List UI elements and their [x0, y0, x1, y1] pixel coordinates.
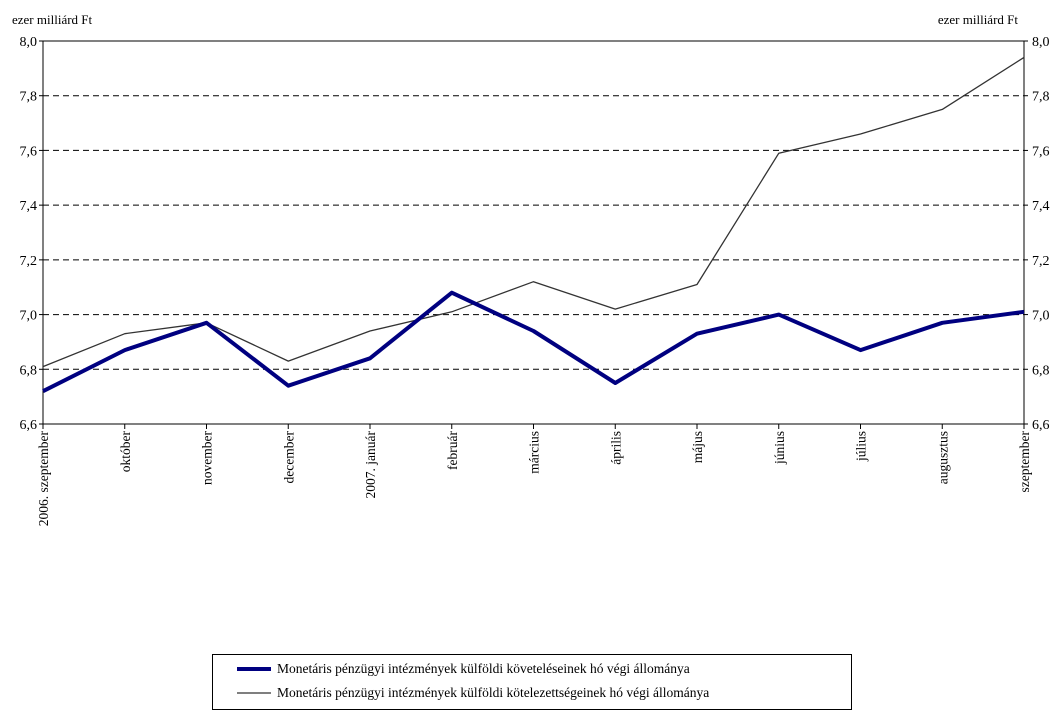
y-tick-label-right: 6,8 — [1032, 363, 1050, 378]
y-tick-label-left: 7,0 — [20, 309, 38, 324]
x-tick-label: március — [527, 431, 542, 474]
y-tick-label-left: 7,2 — [20, 254, 38, 269]
chart-legend: Monetáris pénzügyi intézmények külföldi … — [212, 654, 852, 710]
y-tick-label-right: 7,8 — [1032, 90, 1050, 105]
x-tick-label: szeptember — [1017, 430, 1032, 492]
y-tick-label-left: 8,0 — [20, 35, 38, 50]
x-tick-label: április — [608, 431, 623, 465]
y-tick-label-left: 6,6 — [20, 418, 38, 433]
x-tick-label: június — [772, 431, 787, 465]
y-tick-label-right: 6,6 — [1032, 418, 1050, 433]
y-axis-left-unit-label: ezer milliárd Ft — [12, 12, 93, 27]
legend-item-receivables: Monetáris pénzügyi intézmények külföldi … — [213, 657, 851, 681]
y-tick-label-right: 8,0 — [1032, 35, 1050, 50]
legend-label-liabilities: Monetáris pénzügyi intézmények külföldi … — [277, 685, 710, 700]
x-tick-label: november — [200, 430, 215, 484]
y-tick-label-left: 7,4 — [20, 199, 38, 214]
y-tick-label-left: 6,8 — [20, 363, 38, 378]
x-tick-label: 2006. szeptember — [36, 430, 51, 526]
y-axis-right-unit-label: ezer milliárd Ft — [937, 12, 1018, 27]
y-tick-label-right: 7,4 — [1032, 199, 1050, 214]
y-tick-label-right: 7,2 — [1032, 254, 1050, 269]
series-line-liabilities — [42, 56, 1025, 368]
x-tick-label: augusztus — [935, 431, 950, 484]
x-tick-label: 2007. január — [363, 430, 378, 498]
y-tick-label-left: 7,8 — [20, 90, 38, 105]
y-tick-label-left: 7,6 — [20, 144, 38, 159]
x-tick-label: október — [118, 431, 133, 473]
legend-item-liabilities: Monetáris pénzügyi intézmények külföldi … — [213, 681, 851, 705]
series-line-receivables — [42, 290, 1025, 393]
legend-swatch-receivables — [237, 667, 271, 671]
x-tick-label: február — [445, 431, 460, 470]
x-tick-label: május — [690, 431, 705, 463]
y-tick-label-right: 7,6 — [1032, 144, 1050, 159]
x-tick-label: július — [854, 431, 869, 462]
y-tick-label-right: 7,0 — [1032, 309, 1050, 324]
legend-label-receivables: Monetáris pénzügyi intézmények külföldi … — [277, 661, 690, 676]
line-chart: 6,6 6,6 6,8 6,8 7,0 7,0 7,2 7,2 7,4 7,4 7,6 7,6 7,8 7… — [20, 35, 1050, 526]
legend-swatch-liabilities — [237, 692, 271, 694]
x-tick-label: december — [281, 431, 296, 484]
